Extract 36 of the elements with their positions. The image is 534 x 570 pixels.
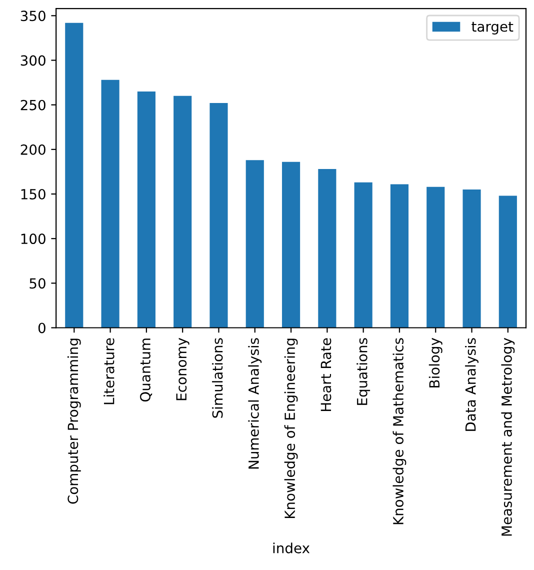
x-tick-label: Biology	[428, 338, 442, 388]
y-tick-label: 100	[21, 234, 46, 244]
bar	[390, 184, 409, 328]
y-tick-label: 250	[20, 100, 46, 110]
x-tick-label: Equations	[356, 338, 370, 405]
bar	[174, 96, 192, 328]
y-tick-label: 300	[20, 55, 46, 66]
bar	[318, 169, 336, 328]
x-tick-label: Economy	[176, 338, 190, 400]
x-tick-label: Measurement and Metrology	[501, 338, 515, 536]
legend-label: target	[472, 22, 514, 34]
bar	[498, 196, 517, 328]
x-tick-label: Computer Programming	[67, 338, 81, 504]
bar	[137, 91, 156, 328]
x-tick-label: Knowledge of Mathematics	[392, 338, 406, 524]
bar	[210, 103, 228, 328]
x-tick-label: Literature	[104, 338, 114, 404]
x-tick-label: Knowledge of Engineering	[284, 338, 298, 518]
y-tick-label: 350	[20, 10, 46, 22]
x-tick-label: Data Analysis	[465, 338, 478, 431]
bar	[354, 182, 372, 328]
y-tick-label: 50	[30, 278, 46, 289]
bar	[426, 186, 445, 328]
y-tick-label: 200	[20, 144, 46, 155]
bar	[101, 80, 120, 328]
bar	[462, 190, 481, 328]
y-tick-label: 150	[21, 188, 46, 200]
y-tick-label: 0	[38, 322, 46, 334]
bar	[282, 162, 300, 328]
x-tick-label: Numerical Analysis	[248, 338, 262, 469]
x-axis-title: index	[273, 542, 310, 554]
bar	[246, 160, 264, 328]
x-tick-label: Heart Rate	[320, 338, 332, 412]
x-tick-label: Quantum	[140, 338, 152, 402]
x-tick-label: Simulations	[212, 338, 223, 418]
bar	[65, 22, 84, 328]
